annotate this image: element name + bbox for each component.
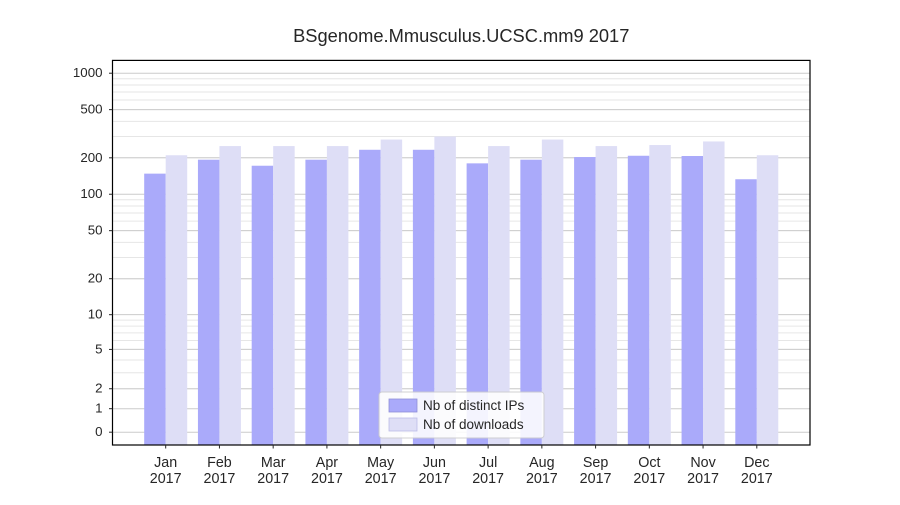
svg-text:2017: 2017 (418, 471, 450, 487)
svg-text:May: May (367, 455, 395, 471)
svg-text:Apr: Apr (316, 455, 338, 471)
svg-text:Aug: Aug (529, 455, 554, 471)
svg-text:2017: 2017 (741, 471, 773, 487)
svg-text:2017: 2017 (687, 471, 719, 487)
svg-text:Oct: Oct (638, 455, 660, 471)
svg-text:5: 5 (95, 341, 102, 356)
svg-text:Mar: Mar (261, 455, 286, 471)
svg-text:200: 200 (80, 150, 102, 165)
svg-text:Nb of downloads: Nb of downloads (423, 417, 524, 432)
svg-text:2017: 2017 (150, 471, 182, 487)
svg-text:Nb of distinct IPs: Nb of distinct IPs (423, 398, 525, 413)
svg-text:2017: 2017 (633, 471, 665, 487)
svg-text:500: 500 (80, 102, 102, 117)
svg-text:Jun: Jun (423, 455, 446, 471)
svg-text:1: 1 (95, 401, 102, 416)
svg-text:2017: 2017 (204, 471, 236, 487)
svg-text:Dec: Dec (744, 455, 769, 471)
svg-text:2: 2 (95, 381, 102, 396)
svg-text:Nov: Nov (690, 455, 716, 471)
svg-text:Feb: Feb (207, 455, 232, 471)
svg-text:2017: 2017 (580, 471, 612, 487)
svg-text:0: 0 (95, 424, 102, 439)
svg-text:20: 20 (88, 271, 103, 286)
svg-text:1000: 1000 (73, 65, 103, 80)
svg-text:50: 50 (88, 223, 103, 238)
svg-text:2017: 2017 (472, 471, 504, 487)
svg-text:100: 100 (80, 186, 102, 201)
svg-text:2017: 2017 (365, 471, 397, 487)
svg-text:Sep: Sep (583, 455, 608, 471)
svg-text:BSgenome.Mmusculus.UCSC.mm9 20: BSgenome.Mmusculus.UCSC.mm9 2017 (293, 25, 629, 46)
svg-text:2017: 2017 (311, 471, 343, 487)
svg-text:Jan: Jan (154, 455, 177, 471)
svg-text:Jul: Jul (479, 455, 497, 471)
svg-text:2017: 2017 (526, 471, 558, 487)
svg-text:10: 10 (88, 307, 103, 322)
svg-text:2017: 2017 (257, 471, 289, 487)
